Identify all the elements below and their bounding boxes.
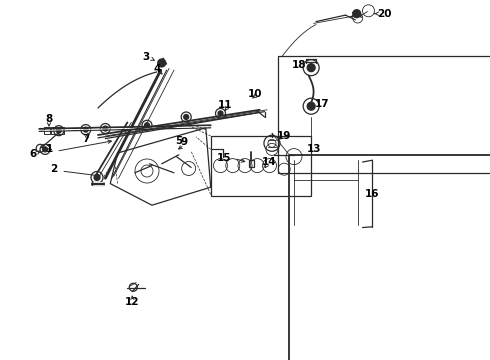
Circle shape bbox=[83, 127, 88, 132]
Text: 11: 11 bbox=[218, 100, 233, 110]
Text: 14: 14 bbox=[262, 157, 277, 167]
Text: 2: 2 bbox=[50, 164, 57, 174]
Circle shape bbox=[43, 147, 48, 152]
Circle shape bbox=[307, 102, 315, 110]
Circle shape bbox=[184, 114, 189, 120]
Circle shape bbox=[218, 111, 223, 116]
Text: 16: 16 bbox=[365, 189, 380, 199]
Bar bbox=[58, 127, 64, 134]
Circle shape bbox=[56, 128, 61, 133]
Text: 20: 20 bbox=[377, 9, 392, 19]
Circle shape bbox=[103, 126, 108, 131]
Text: 18: 18 bbox=[292, 60, 306, 70]
Bar bbox=[44, 127, 50, 134]
Circle shape bbox=[158, 59, 166, 67]
Text: 8: 8 bbox=[46, 114, 52, 124]
Text: 3: 3 bbox=[143, 51, 149, 62]
Circle shape bbox=[307, 64, 315, 72]
Text: 7: 7 bbox=[82, 134, 90, 144]
Bar bbox=[278, 56, 490, 173]
Text: 1: 1 bbox=[46, 144, 52, 154]
Circle shape bbox=[353, 10, 361, 18]
Text: 13: 13 bbox=[306, 144, 321, 154]
Text: 9: 9 bbox=[180, 137, 187, 147]
Text: 4: 4 bbox=[153, 64, 161, 74]
Bar bbox=[249, 160, 254, 167]
Circle shape bbox=[94, 175, 100, 180]
Bar bbox=[289, 155, 490, 360]
Text: 17: 17 bbox=[315, 99, 330, 109]
Text: 15: 15 bbox=[217, 153, 232, 163]
Text: 12: 12 bbox=[125, 297, 140, 307]
Bar bbox=[51, 127, 57, 134]
Text: 5: 5 bbox=[175, 136, 182, 146]
Circle shape bbox=[145, 123, 149, 128]
Text: 19: 19 bbox=[277, 131, 292, 141]
Text: 6: 6 bbox=[30, 149, 37, 159]
Text: 10: 10 bbox=[247, 89, 262, 99]
